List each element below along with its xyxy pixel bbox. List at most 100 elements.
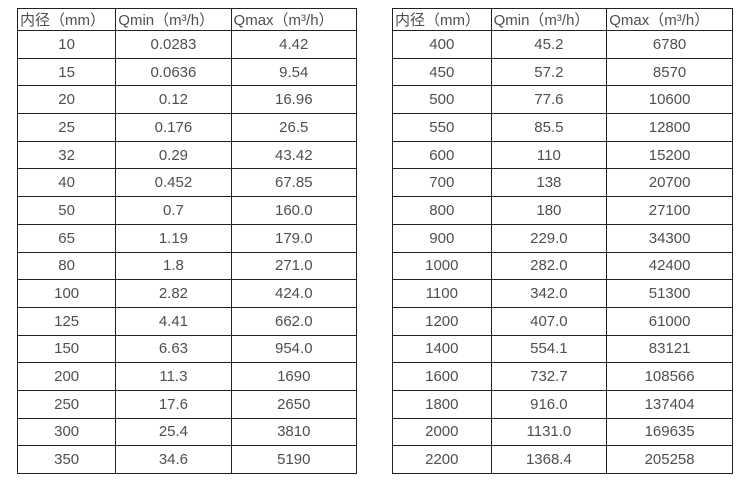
table-row: 125 4.41 662.0 [16, 306, 358, 336]
cell: 15200 [606, 140, 733, 170]
cell: 10 [16, 30, 117, 59]
table-row: 100 2.82 424.0 [16, 279, 358, 308]
cell: 125 [16, 306, 117, 336]
table-row: 2000 1131.0 169635 [392, 417, 733, 447]
table-row: 300 25.4 3810 [16, 417, 358, 447]
cell: 77.6 [490, 85, 608, 115]
column-header: Qmin（m³/h） [490, 8, 608, 31]
cell: 150 [16, 334, 117, 364]
cell: 160.0 [230, 196, 358, 225]
header-row: 内径（mm） Qmin（m³/h） Qmax（m³/h） [16, 8, 358, 31]
table-row: 1600 732.7 108566 [392, 362, 733, 391]
cell: 25.4 [115, 417, 232, 447]
cell: 51300 [606, 279, 733, 308]
cell: 8570 [606, 57, 733, 87]
cell: 1100 [392, 279, 492, 308]
cell: 179.0 [230, 223, 358, 253]
column-header: Qmax（m³/h） [230, 8, 358, 31]
cell: 32 [16, 140, 117, 170]
cell: 700 [392, 168, 492, 198]
cell: 17.6 [115, 389, 232, 419]
cell: 137404 [606, 389, 733, 419]
cell: 916.0 [490, 389, 608, 419]
cell: 10600 [606, 85, 733, 115]
cell: 40 [16, 168, 117, 198]
cell: 2200 [392, 445, 492, 474]
cell: 6780 [606, 30, 733, 59]
cell: 1000 [392, 251, 492, 281]
table-row: 150 6.63 954.0 [16, 334, 358, 364]
cell: 550 [392, 113, 492, 142]
cell: 0.0636 [115, 57, 232, 87]
table-row: 350 34.6 5190 [16, 445, 358, 474]
cell: 554.1 [490, 334, 608, 364]
cell: 16.96 [230, 85, 358, 115]
cell: 2.82 [115, 279, 232, 308]
cell: 0.452 [115, 168, 232, 198]
cell: 12800 [606, 113, 733, 142]
cell: 0.12 [115, 85, 232, 115]
cell: 4.42 [230, 30, 358, 59]
cell: 0.0283 [115, 30, 232, 59]
table-row: 2200 1368.4 205258 [392, 445, 733, 474]
table-row: 1100 342.0 51300 [392, 279, 733, 308]
cell: 25 [16, 113, 117, 142]
cell: 342.0 [490, 279, 608, 308]
cell: 200 [16, 362, 117, 391]
table-row: 15 0.0636 9.54 [16, 57, 358, 87]
table-row: 50 0.7 160.0 [16, 196, 358, 225]
cell: 100 [16, 279, 117, 308]
table-row: 450 57.2 8570 [392, 57, 733, 87]
table-row: 40 0.452 67.85 [16, 168, 358, 198]
cell: 26.5 [230, 113, 358, 142]
table-row: 800 180 27100 [392, 196, 733, 225]
cell: 169635 [606, 417, 733, 447]
cell: 67.85 [230, 168, 358, 198]
cell: 2650 [230, 389, 358, 419]
cell: 0.7 [115, 196, 232, 225]
cell: 180 [490, 196, 608, 225]
cell: 400 [392, 30, 492, 59]
flow-spec-table-large-diameters: 内径（mm） Qmin（m³/h） Qmax（m³/h） 400 45.2 6780 450… [392, 8, 733, 474]
table-row: 20 0.12 16.96 [16, 85, 358, 115]
cell: 271.0 [230, 251, 358, 281]
cell: 662.0 [230, 306, 358, 336]
cell: 1131.0 [490, 417, 608, 447]
cell: 20 [16, 85, 117, 115]
table-row: 1200 407.0 61000 [392, 306, 733, 336]
cell: 1800 [392, 389, 492, 419]
cell: 954.0 [230, 334, 358, 364]
cell: 0.176 [115, 113, 232, 142]
cell: 34300 [606, 223, 733, 253]
header-row: 内径（mm） Qmin（m³/h） Qmax（m³/h） [392, 8, 733, 31]
cell: 732.7 [490, 362, 608, 391]
cell: 282.0 [490, 251, 608, 281]
cell: 15 [16, 57, 117, 87]
table-row: 900 229.0 34300 [392, 223, 733, 253]
table-row: 500 77.6 10600 [392, 85, 733, 115]
column-header: Qmin（m³/h） [115, 8, 232, 31]
cell: 110 [490, 140, 608, 170]
cell: 500 [392, 85, 492, 115]
table-row: 80 1.8 271.0 [16, 251, 358, 281]
table-row: 1000 282.0 42400 [392, 251, 733, 281]
cell: 1.19 [115, 223, 232, 253]
cell: 900 [392, 223, 492, 253]
cell: 138 [490, 168, 608, 198]
cell: 800 [392, 196, 492, 225]
cell: 1400 [392, 334, 492, 364]
cell: 1600 [392, 362, 492, 391]
table-row: 10 0.0283 4.42 [16, 30, 358, 59]
flow-spec-table-small-diameters: 内径（mm） Qmin（m³/h） Qmax（m³/h） 10 0.0283 4.42 15… [16, 8, 358, 474]
cell: 9.54 [230, 57, 358, 87]
table-row: 600 110 15200 [392, 140, 733, 170]
cell: 6.63 [115, 334, 232, 364]
cell: 250 [16, 389, 117, 419]
cell: 350 [16, 445, 117, 474]
cell: 1200 [392, 306, 492, 336]
cell: 450 [392, 57, 492, 87]
table-row: 1800 916.0 137404 [392, 389, 733, 419]
column-header: 内径（mm） [392, 8, 492, 31]
table-row: 250 17.6 2650 [16, 389, 358, 419]
